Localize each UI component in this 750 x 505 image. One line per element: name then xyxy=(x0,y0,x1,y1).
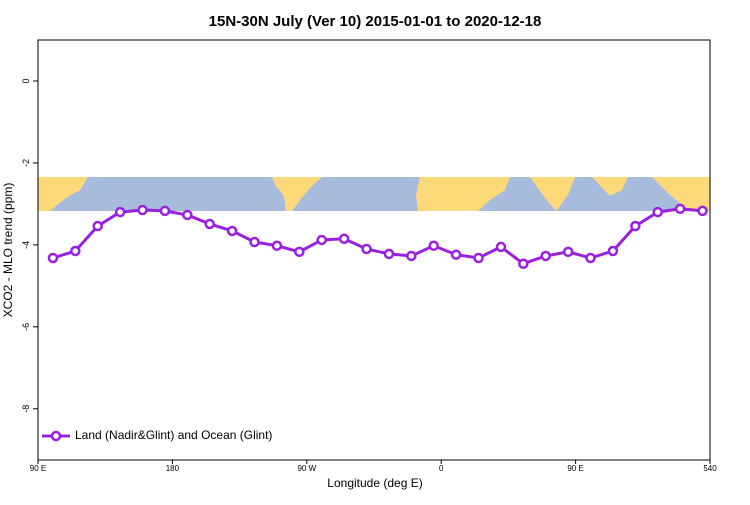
data-point xyxy=(338,233,350,244)
x-tick-label: 540 xyxy=(703,464,717,473)
data-point xyxy=(406,250,417,262)
data-point xyxy=(450,249,462,260)
data-point xyxy=(114,206,126,218)
y-tick-label: -8 xyxy=(21,405,31,413)
data-point xyxy=(271,240,283,251)
y-tick-label: -4 xyxy=(21,241,31,249)
data-point xyxy=(182,209,193,221)
data-point xyxy=(294,246,305,258)
data-point xyxy=(585,252,596,264)
data-point xyxy=(70,245,81,257)
data-point xyxy=(518,258,529,269)
data-point xyxy=(159,205,171,217)
data-point xyxy=(47,252,59,264)
map-band xyxy=(38,177,710,211)
data-point xyxy=(674,203,686,215)
plot-frame xyxy=(37,39,711,461)
data-point xyxy=(137,204,148,216)
data-point xyxy=(92,220,103,232)
x-tick-label: 0 xyxy=(439,464,444,473)
series-line xyxy=(52,207,703,266)
data-point xyxy=(249,236,260,248)
x-tick-label: 90 W xyxy=(297,464,316,473)
data-point xyxy=(473,252,484,264)
data-point xyxy=(383,248,395,260)
x-tick-label: 90 E xyxy=(567,464,583,473)
y-axis-label: XCO2 - MLO trend (ppm) xyxy=(1,183,15,318)
x-tick-label: 90 E xyxy=(30,464,46,473)
data-point xyxy=(652,206,663,218)
data-point xyxy=(226,225,238,237)
data-point xyxy=(562,246,574,258)
data-point xyxy=(428,240,439,251)
data-point xyxy=(540,250,551,262)
legend-label: Land (Nadir&Glint) and Ocean (Glint) xyxy=(75,428,272,442)
data-point xyxy=(607,245,619,257)
chart-title: 15N-30N July (Ver 10) 2015-01-01 to 2020… xyxy=(209,13,542,30)
data-point xyxy=(361,243,372,255)
legend-marker xyxy=(50,430,62,442)
data-point xyxy=(204,218,215,230)
y-tick-label: 0 xyxy=(21,78,31,83)
y-tick-label: -6 xyxy=(21,323,31,331)
y-tick-label: -2 xyxy=(21,159,31,167)
data-point xyxy=(495,241,507,253)
x-tick-label: 180 xyxy=(166,464,180,473)
data-point xyxy=(630,220,641,232)
data-point xyxy=(697,205,708,217)
x-axis-label: Longitude (deg E) xyxy=(327,476,422,490)
data-point xyxy=(316,234,327,246)
